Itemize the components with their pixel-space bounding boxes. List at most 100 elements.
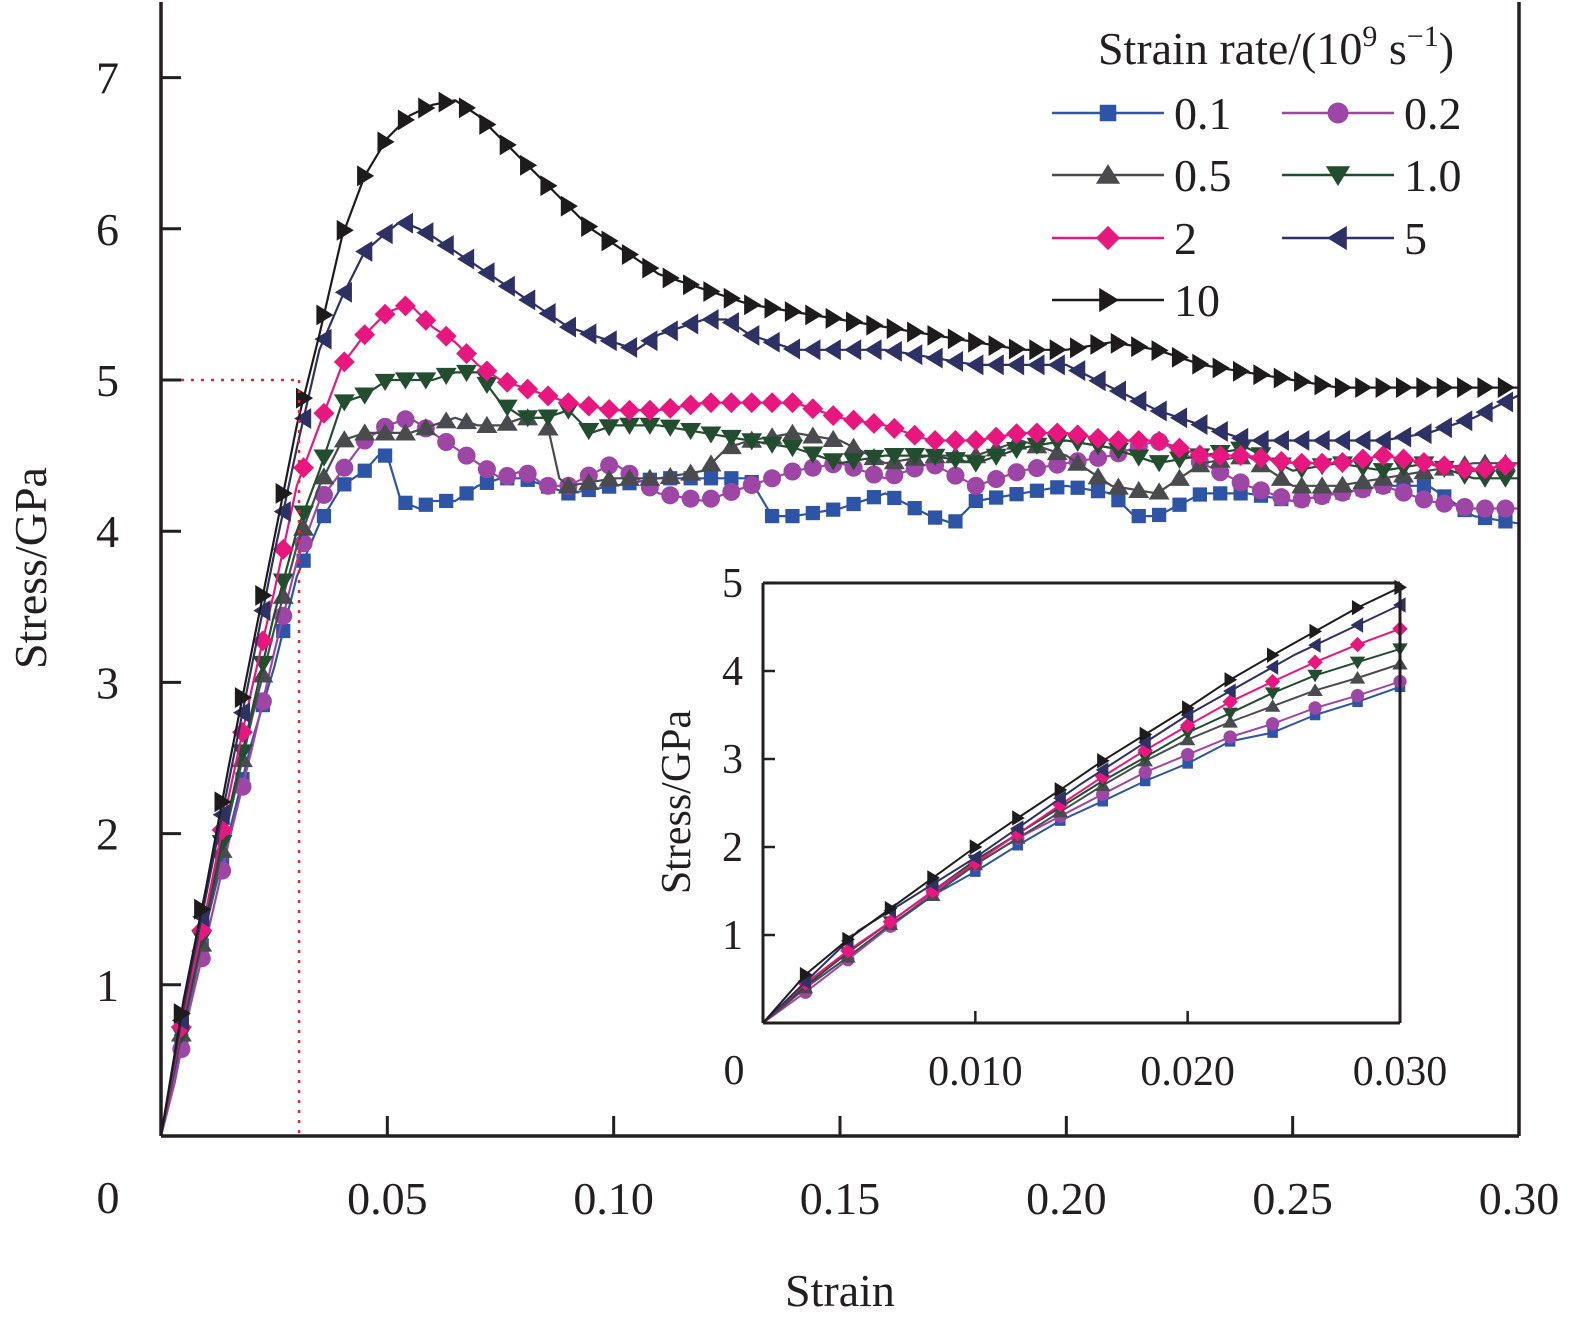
data-point <box>435 411 457 429</box>
data-point <box>703 281 721 302</box>
inset-data-point <box>1137 742 1153 758</box>
data-point <box>1352 472 1374 490</box>
data-point <box>1152 507 1167 523</box>
inset-data-point <box>1307 683 1323 696</box>
inset-x-tick-label: 0.020 <box>1140 1049 1235 1095</box>
data-point <box>252 630 274 652</box>
data-point <box>1291 476 1313 494</box>
data-point <box>945 351 964 372</box>
data-point <box>272 538 294 560</box>
data-point <box>539 476 558 495</box>
data-point <box>1311 452 1333 474</box>
data-point <box>1026 422 1048 444</box>
data-point <box>375 223 393 245</box>
data-point <box>1372 445 1394 467</box>
data-point <box>538 303 556 324</box>
data-point <box>517 378 539 400</box>
data-point <box>1375 377 1393 399</box>
inset-data-point <box>1222 715 1238 728</box>
inset-data-point <box>1182 758 1193 769</box>
inset-data-point <box>1179 717 1196 734</box>
data-point <box>639 468 661 486</box>
inset-data-point <box>882 914 899 930</box>
data-point <box>1088 370 1106 392</box>
data-point <box>844 339 862 361</box>
data-point <box>1047 354 1065 376</box>
inset-data-point <box>1138 765 1152 779</box>
data-point <box>703 471 719 486</box>
data-point <box>822 405 844 426</box>
data-point <box>863 449 885 467</box>
data-point <box>1433 455 1455 477</box>
legend-item-5: 5 <box>1282 213 1427 264</box>
data-point <box>1151 340 1169 361</box>
data-point <box>275 482 293 504</box>
data-point <box>1050 480 1065 495</box>
data-point <box>1314 374 1332 396</box>
inset-data-point <box>1179 727 1196 740</box>
data-point <box>1455 497 1474 517</box>
data-point <box>1496 499 1515 518</box>
legend: Strain rate/(109 s−1) 0.1 0.2 0.5 1.0 2 5 10 <box>1052 20 1462 326</box>
inset-y-tick-label: 1 <box>722 913 743 959</box>
inset-plot: 0.010 0.020 0.030 1 2 3 4 5 Stress/GPa 0 <box>654 561 1447 1095</box>
inset-data-point <box>1264 673 1281 690</box>
inset-y-tick-label: 2 <box>722 825 743 871</box>
data-point <box>966 476 985 495</box>
inset-data-point <box>1223 730 1237 744</box>
data-point <box>1495 391 1514 413</box>
data-point <box>1067 424 1089 446</box>
data-point <box>1355 377 1373 399</box>
data-point <box>398 495 413 510</box>
data-point <box>560 195 578 217</box>
data-point <box>214 791 232 813</box>
inset-axes <box>761 581 1402 1025</box>
data-point <box>496 413 518 431</box>
data-point <box>518 464 537 483</box>
data-point <box>639 399 661 421</box>
data-point <box>415 309 437 331</box>
data-point <box>1497 377 1515 399</box>
inset-data-point <box>1350 688 1365 703</box>
inset-x-tick-label: 0.030 <box>1353 1049 1448 1095</box>
data-point <box>600 456 619 475</box>
data-point <box>1148 430 1170 452</box>
inset-data-point <box>1349 671 1366 684</box>
data-point <box>863 413 885 434</box>
data-point <box>476 376 498 395</box>
data-point <box>1474 458 1496 480</box>
y-tick-label: 7 <box>96 53 119 104</box>
legend-label: 0.2 <box>1404 88 1462 139</box>
data-point <box>333 394 355 412</box>
data-point <box>1128 480 1150 498</box>
data-point <box>416 222 434 244</box>
data-point <box>1250 447 1272 469</box>
data-point <box>904 448 926 466</box>
main-series-group <box>159 91 1520 1137</box>
data-point <box>1270 450 1292 472</box>
data-point <box>294 408 312 430</box>
data-point <box>805 304 823 326</box>
data-point <box>1189 444 1211 466</box>
inset-y-axis-title: Stress/GPa <box>654 709 700 894</box>
data-point <box>1416 377 1434 399</box>
data-point <box>557 476 579 494</box>
inset-data-point <box>927 870 940 886</box>
data-point <box>1027 459 1046 478</box>
data-point <box>805 505 820 521</box>
data-point <box>1006 423 1027 445</box>
y-tick-label: 3 <box>96 657 119 708</box>
data-point <box>680 423 702 441</box>
data-point <box>479 475 495 490</box>
data-point <box>1475 401 1493 423</box>
data-point <box>337 477 352 492</box>
data-point <box>659 397 681 419</box>
data-point <box>598 399 620 420</box>
data-point <box>1498 514 1513 529</box>
data-point <box>723 287 741 309</box>
data-point <box>1067 453 1089 471</box>
data-point <box>1395 377 1414 399</box>
data-point <box>782 338 801 360</box>
inset-data-point <box>1267 727 1278 738</box>
data-point <box>659 419 681 437</box>
